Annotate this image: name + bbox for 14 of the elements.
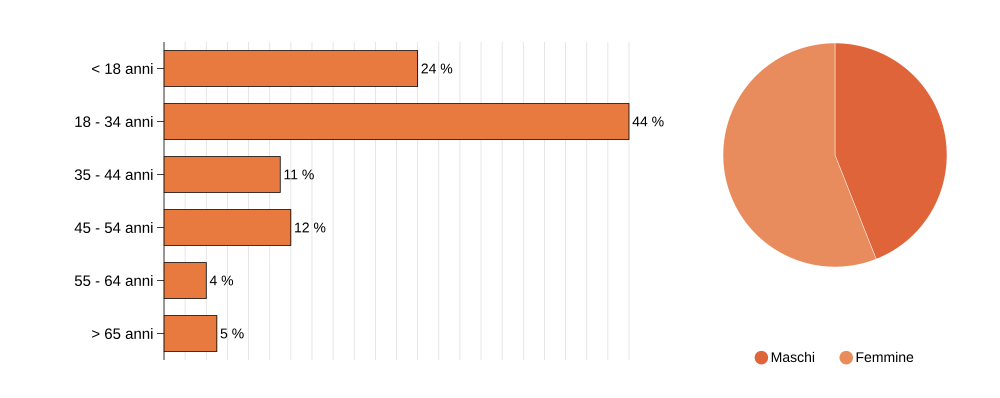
data-label: 44 % bbox=[632, 116, 664, 126]
y-tick-label: < 18 anni bbox=[92, 62, 152, 74]
legend-label: Femmine bbox=[856, 352, 914, 362]
data-label: 4 % bbox=[210, 276, 234, 286]
data-label: 24 % bbox=[422, 64, 452, 74]
y-tick-label: 18 - 34 anni bbox=[75, 116, 152, 127]
y-tick-label: 55 - 64 anni bbox=[74, 274, 152, 286]
y-tick-label: 45 - 54 anni bbox=[74, 222, 152, 233]
legend-label: Maschi bbox=[772, 352, 814, 362]
data-label: 11 % bbox=[284, 170, 314, 180]
y-tick-label: 35 - 44 anni bbox=[74, 168, 152, 180]
data-label: 12 % bbox=[295, 222, 326, 232]
y-tick-label: > 65 anni bbox=[92, 328, 152, 339]
data-label: 5 % bbox=[220, 328, 244, 338]
